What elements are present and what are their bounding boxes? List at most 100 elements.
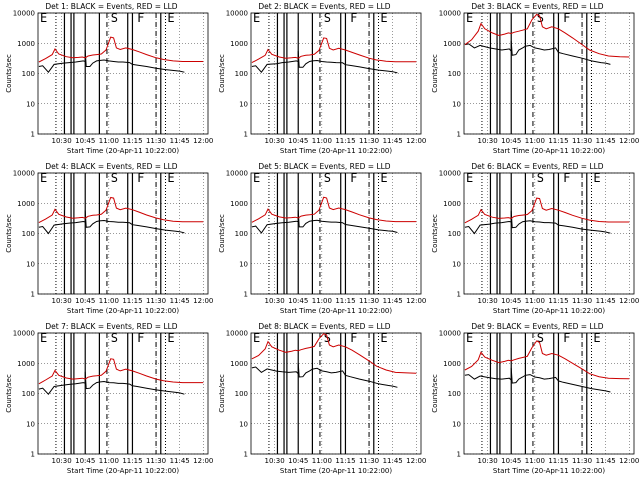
event-marker-label: E [40, 11, 47, 25]
x-axis-label: Start Time (20-Apr-11 10:22:00) [493, 467, 605, 475]
x-tick-label: 11:30 [359, 297, 379, 305]
x-axis-label: Start Time (20-Apr-11 10:22:00) [67, 307, 179, 315]
chart-panel: Det 6: BLACK = Events, RED = LLD 1 10 100 10… [431, 162, 639, 315]
x-tick-label: 11:15 [548, 137, 568, 145]
x-axis-label: Start Time (20-Apr-11 10:22:00) [280, 147, 392, 155]
x-tick-label: 11:00 [99, 297, 119, 305]
event-marker-label: F [137, 331, 144, 345]
y-tick-label: 100 [235, 390, 248, 398]
event-marker-label: E [40, 171, 47, 185]
y-tick-label: 1000 [230, 360, 248, 368]
x-tick-label: 11:30 [146, 297, 166, 305]
chart-panel: Det 1: BLACK = Events, RED = LLD 1 10 100 10… [5, 2, 213, 155]
events-series-line [251, 210, 398, 234]
x-tick-label: 12:00 [406, 297, 426, 305]
x-tick-label: 11:45 [383, 137, 403, 145]
event-marker-label: S [111, 11, 118, 25]
x-tick-label: 11:15 [122, 137, 142, 145]
y-tick-label: 1 [457, 291, 461, 299]
x-tick-label: 10:45 [501, 457, 521, 465]
y-tick-label: 1000 [230, 40, 248, 48]
event-marker-label: E [593, 331, 600, 345]
events-series-line [464, 210, 611, 235]
x-tick-label: 11:00 [99, 137, 119, 145]
chart-panel: Det 7: BLACK = Events, RED = LLD 1 10 100 10… [5, 322, 213, 475]
y-axis-label: Counts/sec [431, 214, 439, 253]
x-tick-label: 10:30 [52, 297, 72, 305]
x-tick-label: 11:45 [383, 297, 403, 305]
y-tick-label: 1 [457, 451, 461, 459]
y-axis-label: Counts/sec [5, 374, 13, 413]
x-axis-label: Start Time (20-Apr-11 10:22:00) [280, 467, 392, 475]
y-tick-label: 10 [26, 260, 35, 268]
y-tick-label: 10000 [439, 330, 461, 338]
event-marker-label: F [350, 331, 357, 345]
y-tick-label: 10000 [226, 10, 248, 18]
y-tick-label: 10 [452, 420, 461, 428]
chart-title: Det 3: BLACK = Events, RED = LLD [471, 2, 603, 11]
y-tick-label: 100 [235, 230, 248, 238]
event-marker-label: E [253, 11, 260, 25]
y-tick-label: 10 [452, 100, 461, 108]
chart-title: Det 9: BLACK = Events, RED = LLD [471, 322, 603, 331]
y-tick-label: 10000 [439, 170, 461, 178]
y-tick-label: 100 [448, 230, 461, 238]
x-tick-label: 11:00 [525, 297, 545, 305]
event-marker-label: F [350, 11, 357, 25]
y-tick-label: 100 [448, 70, 461, 78]
y-tick-label: 1000 [17, 360, 35, 368]
y-tick-label: 10 [26, 100, 35, 108]
x-tick-label: 11:00 [312, 457, 332, 465]
y-axis-label: Counts/sec [431, 374, 439, 413]
events-series-line [38, 371, 185, 395]
x-tick-label: 11:30 [146, 137, 166, 145]
y-tick-label: 100 [22, 390, 35, 398]
x-tick-label: 11:45 [170, 137, 190, 145]
x-tick-label: 11:15 [335, 457, 355, 465]
event-marker-label: F [563, 11, 570, 25]
x-tick-label: 10:45 [75, 297, 95, 305]
event-marker-label: E [593, 171, 600, 185]
x-tick-label: 11:15 [335, 137, 355, 145]
x-tick-label: 11:30 [572, 297, 592, 305]
event-marker-label: E [253, 171, 260, 185]
event-marker-label: F [563, 331, 570, 345]
x-axis-label: Start Time (20-Apr-11 10:22:00) [67, 467, 179, 475]
y-axis-label: Counts/sec [431, 54, 439, 93]
y-tick-label: 10000 [439, 10, 461, 18]
x-tick-label: 12:00 [619, 457, 639, 465]
y-tick-label: 1000 [443, 200, 461, 208]
chart-panel: Det 3: BLACK = Events, RED = LLD 1 10 100 10… [431, 2, 639, 155]
x-tick-label: 11:00 [99, 457, 119, 465]
x-tick-label: 11:30 [146, 457, 166, 465]
y-tick-label: 1 [457, 131, 461, 139]
x-tick-label: 11:45 [383, 457, 403, 465]
y-tick-label: 1 [31, 451, 35, 459]
x-tick-label: 11:15 [335, 297, 355, 305]
event-marker-label: S [537, 171, 544, 185]
event-marker-label: E [466, 11, 473, 25]
y-axis-label: Counts/sec [218, 374, 226, 413]
events-series-line [464, 367, 611, 393]
chart-title: Det 5: BLACK = Events, RED = LLD [258, 162, 390, 171]
x-tick-label: 11:45 [170, 457, 190, 465]
x-tick-label: 10:30 [478, 297, 498, 305]
x-tick-label: 12:00 [406, 137, 426, 145]
x-axis-label: Start Time (20-Apr-11 10:22:00) [67, 147, 179, 155]
x-tick-label: 11:30 [359, 457, 379, 465]
events-series-line [38, 49, 185, 73]
lld-series-line [38, 36, 204, 63]
event-marker-label: E [380, 11, 387, 25]
chart-title: Det 2: BLACK = Events, RED = LLD [258, 2, 390, 11]
lld-series-line [251, 37, 417, 64]
chart-title: Det 6: BLACK = Events, RED = LLD [471, 162, 603, 171]
event-marker-label: E [380, 331, 387, 345]
y-tick-label: 1000 [17, 40, 35, 48]
y-tick-label: 100 [22, 70, 35, 78]
event-marker-label: S [324, 11, 331, 25]
x-tick-label: 11:45 [596, 137, 616, 145]
x-tick-label: 12:00 [619, 137, 639, 145]
event-marker-label: E [253, 331, 260, 345]
y-tick-label: 10 [452, 260, 461, 268]
